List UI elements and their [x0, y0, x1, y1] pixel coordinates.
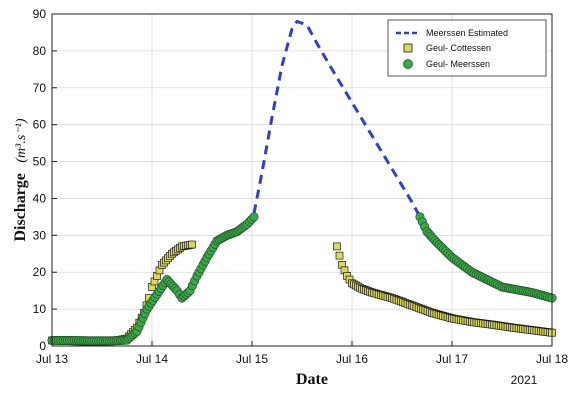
plot-frame [51, 13, 553, 347]
legend-label-geul-meerssen: Geul- Meerssen [426, 59, 490, 69]
y-tick-label: 0 [39, 339, 46, 353]
y-axis-title-units: (m³.s⁻¹) [14, 118, 29, 163]
x-tick-label: Jul 16 [336, 352, 368, 366]
legend-label-meerssen-estimated: Meerssen Estimated [426, 28, 508, 38]
legend-symbol-geul-cottessen [403, 43, 413, 53]
series-line-meerssen-estimated [252, 19, 422, 218]
legend: Meerssen Estimated Geul- Cottessen Geul-… [387, 19, 547, 77]
y-tick-label: 20 [33, 265, 47, 279]
y-axis-title-main: Discharge [12, 173, 29, 241]
data-point-geul-meerssen [249, 212, 259, 222]
x-tick-label: Jul 14 [136, 352, 168, 366]
series-layer [47, 19, 557, 346]
x-tick-label: Jul 13 [36, 352, 68, 366]
y-tick-label: 40 [33, 191, 47, 205]
y-tick-label: 10 [33, 302, 47, 316]
y-tick-label: 90 [33, 7, 47, 21]
data-point-geul-cottessen [335, 251, 344, 260]
x-tick-label: Jul 17 [436, 352, 468, 366]
y-axis-title: Discharge (m³.s⁻¹) [12, 118, 29, 241]
legend-label-geul-cottessen: Geul- Cottessen [426, 43, 491, 53]
x-tick-label: Jul 15 [236, 352, 268, 366]
year-label: 2021 [511, 373, 538, 387]
x-tick-label: Jul 18 [536, 352, 568, 366]
legend-box [387, 19, 547, 77]
data-point-geul-cottessen [188, 240, 196, 249]
y-tick-label: 50 [33, 155, 47, 169]
y-tick-label: 30 [33, 228, 47, 242]
y-tick-label: 70 [33, 81, 47, 95]
data-point-geul-cottessen [333, 242, 341, 251]
x-axis-title: Date [296, 371, 328, 388]
y-tick-label: 80 [33, 44, 47, 58]
y-tick-label: 60 [33, 118, 47, 132]
tick-layer: 0 10 20 30 40 50 60 70 80 90 Jul 13 Jul 14 Jul 15 Jul… [33, 7, 569, 366]
legend-symbol-geul-meerssen [403, 59, 413, 69]
